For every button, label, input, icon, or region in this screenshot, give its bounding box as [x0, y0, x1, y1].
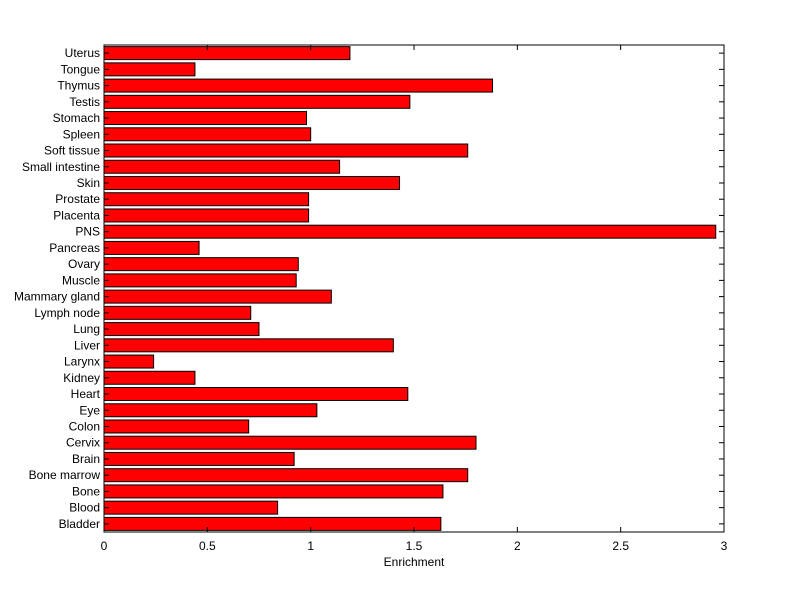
bar [103, 159, 341, 174]
x-axis-label: Enrichment [384, 555, 445, 569]
y-tick-label: Soft tissue [44, 144, 100, 158]
bar [103, 224, 717, 239]
bar [103, 435, 477, 450]
bar [103, 46, 351, 61]
y-tick-label: Kidney [63, 371, 100, 385]
y-tick-label: Liver [74, 338, 100, 352]
y-axis: Bladder Blood Bone Bone marrow Brain Cervix Co… [14, 46, 724, 531]
bar [103, 468, 469, 483]
y-tick-label: Heart [71, 387, 101, 401]
x-tick-label: 0 [101, 539, 108, 553]
y-tick-label: Uterus [65, 46, 100, 60]
y-tick-label: Testis [69, 95, 100, 109]
bar [103, 500, 279, 515]
x-tick-label: 0.5 [199, 539, 216, 553]
bar [103, 257, 299, 272]
bar [103, 516, 442, 531]
bar [103, 387, 409, 402]
y-tick-label: Bone marrow [29, 468, 101, 482]
y-tick-label: Thymus [57, 79, 100, 93]
bar [103, 127, 312, 142]
y-tick-label: Eye [79, 403, 100, 417]
bar [103, 192, 310, 207]
x-tick-label: 3 [721, 539, 728, 553]
x-tick-label: 2.5 [612, 539, 629, 553]
bar [103, 208, 310, 223]
y-tick-label: Spleen [63, 127, 100, 141]
y-tick-label: Stomach [53, 111, 100, 125]
bar [103, 484, 444, 499]
x-tick-label: 1 [307, 539, 314, 553]
x-tick-label: 1.5 [406, 539, 423, 553]
bar [103, 451, 295, 466]
bar [103, 403, 318, 418]
y-tick-label: Lung [73, 322, 100, 336]
y-tick-label: Prostate [55, 192, 100, 206]
bar [103, 175, 401, 190]
y-tick-label: Muscle [62, 273, 100, 287]
bar [103, 94, 411, 109]
x-axis: 0 0.5 1 1.5 2 2.5 3 [101, 45, 728, 553]
bar [103, 370, 196, 385]
bar [103, 289, 332, 304]
plot-area [104, 45, 724, 532]
y-tick-label: Skin [77, 176, 100, 190]
bar [103, 322, 260, 337]
y-tick-label: Mammary gland [14, 290, 100, 304]
y-tick-label: Lymph node [34, 306, 100, 320]
bar [103, 338, 394, 353]
bar [103, 273, 297, 288]
y-tick-label: Colon [69, 419, 100, 433]
y-tick-label: Tongue [61, 62, 101, 76]
bar [103, 240, 200, 255]
bar [103, 111, 308, 126]
y-tick-label: Bone [72, 484, 100, 498]
y-tick-label: Blood [69, 501, 100, 515]
y-tick-label: Brain [72, 452, 100, 466]
bar [103, 419, 250, 434]
bar [103, 78, 494, 93]
x-tick-label: 2 [514, 539, 521, 553]
bar [103, 62, 196, 77]
y-tick-label: PNS [75, 225, 100, 239]
y-tick-label: Pancreas [49, 241, 100, 255]
y-tick-label: Cervix [66, 436, 100, 450]
y-tick-label: Bladder [59, 517, 100, 531]
y-tick-label: Placenta [53, 208, 100, 222]
y-tick-label: Larynx [64, 355, 100, 369]
y-tick-label: Small intestine [22, 160, 100, 174]
y-tick-label: Ovary [68, 257, 100, 271]
bar [103, 305, 252, 320]
bar [103, 354, 155, 369]
bar [103, 143, 469, 158]
